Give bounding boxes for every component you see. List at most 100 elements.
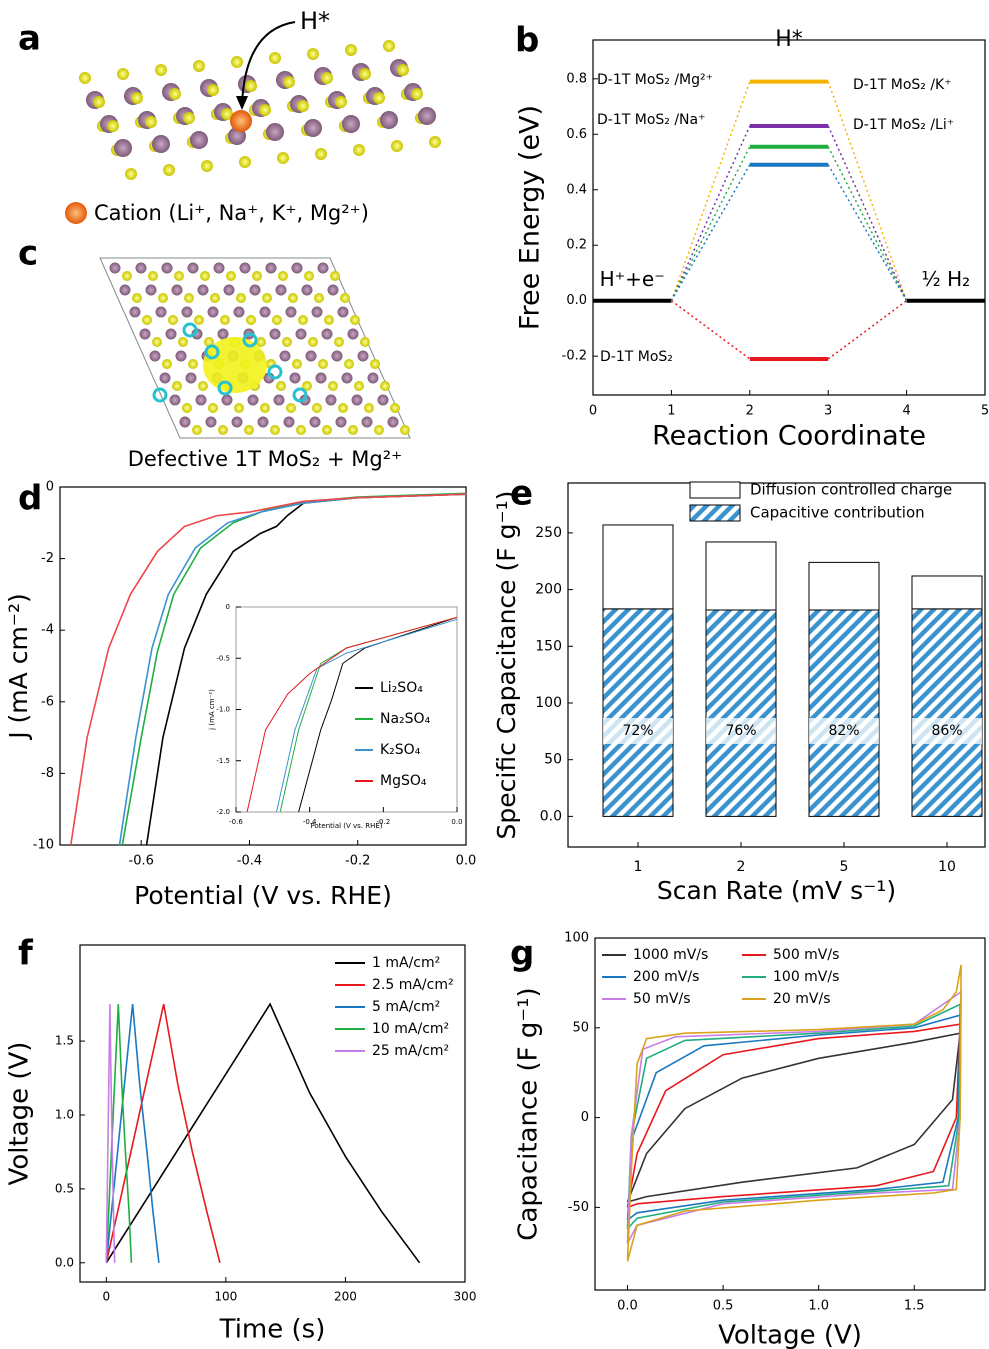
mo-atom [315, 372, 327, 384]
x-tick-label: 100 [214, 1290, 237, 1304]
mo-atom [187, 262, 199, 274]
sulfur-atom [125, 168, 137, 180]
series-label: D-1T MoS₂ /Mg²⁺ [597, 72, 713, 88]
legend-label: 1000 mV/s [633, 947, 708, 963]
mo-atom [305, 350, 317, 362]
bar-segment [911, 575, 983, 610]
sulfur-atom [194, 315, 204, 325]
sulfur-atom [131, 92, 143, 104]
mo-atom [387, 416, 399, 428]
series-line [246, 616, 458, 813]
x-tick-label: 1 [667, 404, 675, 419]
sulfur-atom [200, 271, 210, 281]
mo-atom [223, 284, 235, 296]
y-tick-label: 50 [544, 752, 562, 768]
chart: g -50 0 50 100 0.0 0.5 1.0 1.5 Voltage (V) Capacit… [510, 931, 986, 1349]
x-tick-label: 300 [454, 1290, 477, 1304]
sulfur-atom [322, 425, 332, 435]
lattice-c [109, 262, 410, 435]
sulfur-atom [288, 293, 298, 303]
sulfur-atom [236, 293, 246, 303]
sulfur-atom [207, 84, 219, 96]
mo-atom [265, 262, 277, 274]
y-tick-label: 1.0 [55, 1107, 74, 1121]
mo-atom [149, 350, 161, 362]
sulfur-atom [307, 48, 319, 60]
connector [827, 300, 908, 360]
mo-atom [321, 328, 333, 340]
legend-label: 50 mV/s [633, 991, 691, 1007]
y-axis-label: Capacitance (F g⁻¹) [514, 987, 544, 1240]
y-axis-label: J (mA cm⁻²) [4, 593, 33, 741]
sulfur-atom [163, 164, 175, 176]
mo-atom [231, 416, 243, 428]
legend-label: MgSO₄ [380, 773, 427, 789]
sulfur-atom [169, 88, 181, 100]
y-tick-label: 0.5 [55, 1181, 74, 1195]
sulfur-atom [314, 293, 324, 303]
legend-label: Li₂SO₄ [380, 680, 423, 696]
sulfur-atom [373, 92, 385, 104]
y-tick-label: -1.0 [216, 706, 230, 714]
x-tick-label: 4 [902, 404, 910, 419]
caption: Defective 1T MoS₂ + Mg²⁺ [128, 447, 403, 471]
legend-label: Na₂SO₄ [380, 711, 431, 727]
label-band [706, 718, 776, 744]
x-tick-label: 3 [824, 404, 832, 419]
x-tick-label: -0.6 [229, 818, 243, 826]
mo-atom [239, 262, 251, 274]
charge-density [152, 387, 168, 403]
sulfur-atom [142, 315, 152, 325]
label-band [912, 718, 982, 744]
label-band [603, 718, 673, 744]
mo-atom [259, 306, 271, 318]
legend-label: K₂SO₄ [380, 742, 421, 758]
x-axis-label: Voltage (V) [718, 1321, 862, 1349]
x-tick-label: -0.4 [303, 818, 317, 826]
sulfur-atom [152, 337, 162, 347]
illustrations: a H* Cation (Li⁺, Na⁺, K⁺, Mg²⁺) c Defec… [18, 7, 441, 471]
mo-atom [275, 284, 287, 296]
sulfur-atom [277, 152, 289, 164]
mo-atom [367, 372, 379, 384]
cation-legend: Cation (Li⁺, Na⁺, K⁺, Mg²⁺) [94, 201, 369, 225]
x-tick-label: 0 [589, 404, 597, 419]
mo-atom [279, 350, 291, 362]
y-tick-label: 100 [564, 931, 589, 946]
x-tick-label: -0.2 [376, 818, 390, 826]
sulfur-atom [198, 381, 208, 391]
connector [670, 300, 751, 360]
bar-segment [808, 609, 880, 817]
sulfur-atom [132, 293, 142, 303]
mo-atom [119, 284, 131, 296]
state-label: ½ H₂ [921, 267, 970, 291]
y-tick-label: -8 [41, 766, 54, 781]
mo-atom [347, 328, 359, 340]
series-line [105, 1004, 133, 1263]
sulfur-atom [340, 293, 350, 303]
sulfur-atom [172, 381, 182, 391]
sulfur-atom [411, 88, 423, 100]
lattice-a [79, 40, 441, 180]
y-tick-label: 0 [46, 480, 54, 495]
mo-atom [289, 372, 301, 384]
legend-label: 500 mV/s [773, 947, 839, 963]
sulfur-atom [182, 403, 192, 413]
sulfur-atom [345, 44, 357, 56]
y-tick-label: 0 [226, 603, 230, 611]
sulfur-atom [390, 403, 400, 413]
x-tick-label: 1.5 [904, 1299, 925, 1314]
legend-label: 10 mA/cm² [372, 1021, 449, 1037]
x-tick-label: 5 [840, 859, 849, 875]
series-line [626, 964, 962, 1262]
sulfur-atom [184, 293, 194, 303]
mo-atom [135, 262, 147, 274]
legend-label: 5 mA/cm² [372, 999, 440, 1015]
chart: -2.0 -1.5 -1.0 -0.5 0 -0.6 -0.4 -0.2 0.0 Potentia… [208, 603, 463, 830]
panel-letter: g [510, 934, 534, 974]
y-tick-label: -10 [33, 838, 54, 853]
charge-density [204, 344, 220, 360]
mo-atom [185, 372, 197, 384]
sulfur-atom [312, 403, 322, 413]
series-line [105, 1002, 421, 1264]
